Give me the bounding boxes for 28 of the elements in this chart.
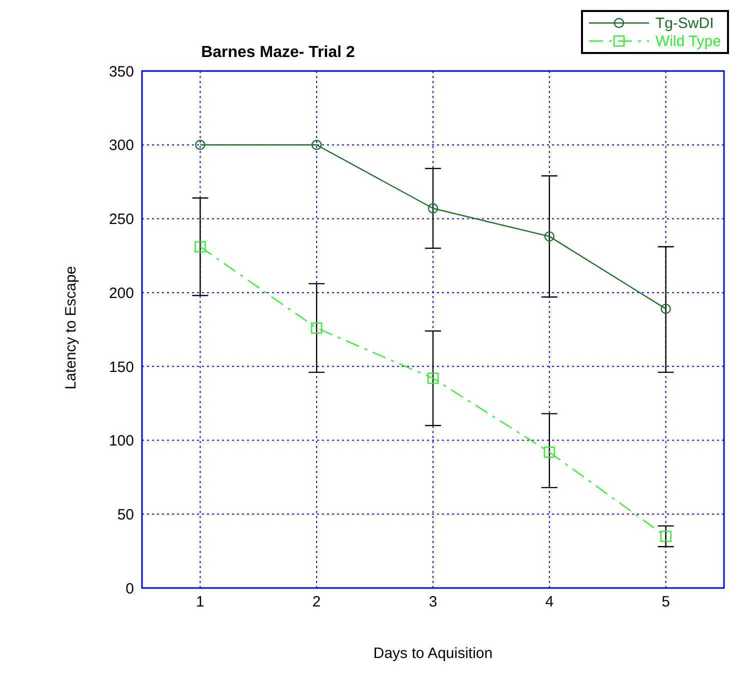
y-tick-label: 250: [108, 211, 134, 228]
y-tick-label: 150: [108, 358, 134, 376]
y-tick-label: 0: [126, 580, 134, 598]
point: [544, 231, 554, 242]
y-tick-label: 100: [108, 432, 134, 450]
point: [195, 140, 206, 150]
x-tick-label: 2: [312, 594, 321, 611]
point: [660, 304, 671, 314]
point: [544, 446, 555, 458]
y-tick-label: 350: [108, 63, 134, 80]
x-tick-label: 4: [545, 594, 554, 611]
point: [312, 140, 322, 150]
y-axis-title: Latency to Escape: [62, 266, 80, 390]
x-tick-label: 3: [428, 594, 438, 611]
x-tick-label: 5: [662, 594, 670, 611]
legend-label: Wild Type: [655, 32, 721, 50]
point: [428, 203, 438, 214]
x-tick-label: 1: [196, 594, 204, 611]
y-tick-label: 200: [108, 284, 134, 302]
point: [427, 372, 439, 384]
point: [311, 322, 322, 334]
point: [660, 530, 672, 542]
point: [194, 241, 206, 252]
legend-label: Tg-SwDI: [655, 14, 714, 32]
y-tick-label: 300: [108, 137, 134, 154]
x-axis-title: Days to Aquisition: [373, 645, 493, 662]
y-tick-label: 50: [117, 506, 134, 524]
chart-title: Barnes Maze- Trial 2: [200, 44, 356, 62]
